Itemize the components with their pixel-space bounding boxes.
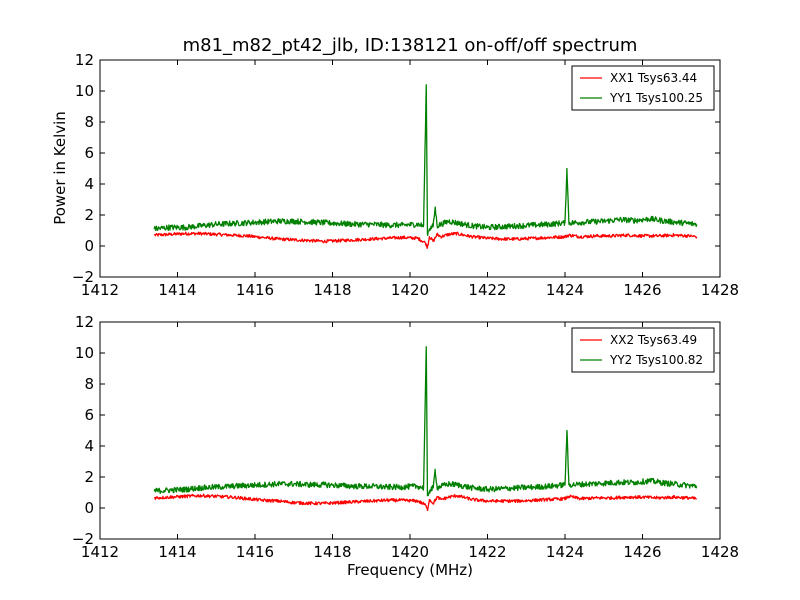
legend-label: YY2 Tsys100.82 <box>609 353 703 367</box>
figure-title: m81_m82_pt42_jlb, ID:138121 on-off/off s… <box>182 35 638 56</box>
series-line-yy2 <box>153 346 698 497</box>
series-line-xx1 <box>153 231 698 249</box>
x-tick-label: 1414 <box>158 281 196 299</box>
x-tick-label: 1426 <box>623 543 661 561</box>
x-tick-label: 1428 <box>701 543 739 561</box>
x-tick-label: 1414 <box>158 543 196 561</box>
plot-panel-2: 1412 1414 1416 1418 1420 1422 1424 1426 1428 −2 0 2… <box>72 313 739 561</box>
y-tick-label: 6 <box>84 406 94 424</box>
x-tick-label: 1420 <box>391 543 429 561</box>
x-tick-label: 1418 <box>313 281 351 299</box>
legend: XX1 Tsys63.44 YY1 Tsys100.25 <box>571 65 715 111</box>
series-line-yy1 <box>153 84 698 237</box>
y-tick-label: 6 <box>84 144 94 162</box>
x-tick-label: 1424 <box>546 281 584 299</box>
y-tick-label: 12 <box>75 313 94 331</box>
y-tick-label: 0 <box>84 499 94 517</box>
legend-box <box>571 327 715 373</box>
y-tick-label: −2 <box>72 530 94 548</box>
x-tick-label: 1422 <box>468 281 506 299</box>
y-tick-label: 4 <box>84 175 94 193</box>
y-tick-label: 12 <box>75 51 94 69</box>
series-line-xx2 <box>153 493 697 512</box>
series-group <box>153 346 698 512</box>
y-tick-label: 10 <box>75 344 94 362</box>
x-tick-label: 1418 <box>313 543 351 561</box>
x-tick-label: 1426 <box>623 281 661 299</box>
series-group <box>153 84 698 249</box>
x-tick-label: 1428 <box>701 281 739 299</box>
legend-box <box>571 65 715 111</box>
y-tick-label: 4 <box>84 437 94 455</box>
y-tick-label: 8 <box>84 113 94 131</box>
x-tick-label: 1416 <box>236 543 274 561</box>
y-tick-label: 8 <box>84 375 94 393</box>
y-tick-label: 0 <box>84 237 94 255</box>
x-tick-label: 1416 <box>236 281 274 299</box>
y-tick-label: 10 <box>75 82 94 100</box>
legend-label: XX1 Tsys63.44 <box>610 71 697 85</box>
x-tick-label: 1412 <box>81 543 119 561</box>
x-tick-label: 1422 <box>468 543 506 561</box>
x-tick-label: 1420 <box>391 281 429 299</box>
y-tick-label: −2 <box>72 268 94 286</box>
plot-panel-1: 1412 1414 1416 1418 1420 1422 1424 1426 1428 −2 0 2… <box>72 51 739 299</box>
legend: XX2 Tsys63.49 YY2 Tsys100.82 <box>571 327 715 373</box>
x-tick-label: 1424 <box>546 543 584 561</box>
legend-label: YY1 Tsys100.25 <box>609 91 703 105</box>
y-tick-label: 2 <box>84 468 94 486</box>
x-tick-label: 1412 <box>81 281 119 299</box>
x-axis-label: Frequency (MHz) <box>346 561 474 579</box>
y-tick-label: 2 <box>84 206 94 224</box>
legend-label: XX2 Tsys63.49 <box>610 333 697 347</box>
